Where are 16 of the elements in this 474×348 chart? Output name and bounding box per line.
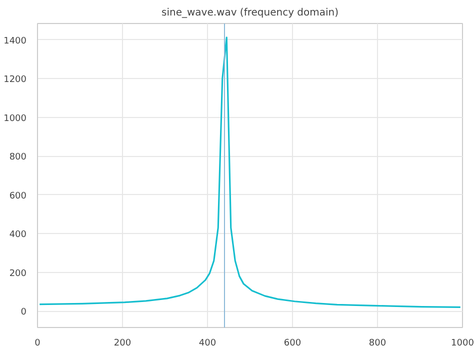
y-tick-label: 400 bbox=[9, 230, 27, 240]
chart-title: sine_wave.wav (frequency domain) bbox=[161, 8, 339, 18]
y-tick-label: 800 bbox=[9, 152, 27, 163]
y-tick-label: 1000 bbox=[4, 114, 27, 124]
y-tick-label: 600 bbox=[9, 191, 27, 202]
y-tick-label: 200 bbox=[9, 268, 27, 279]
x-tick-label: 600 bbox=[284, 338, 302, 348]
y-tick-label: 0 bbox=[20, 308, 27, 318]
x-tick-label: 400 bbox=[198, 338, 216, 348]
y-tick-label: 1200 bbox=[4, 75, 27, 86]
line-series bbox=[38, 36, 462, 308]
x-tick-label: 800 bbox=[368, 338, 386, 348]
x-tick-label: 1000 bbox=[451, 338, 474, 348]
x-tick-label: 0 bbox=[34, 338, 41, 348]
y-tick-label: 1400 bbox=[4, 36, 27, 46]
x-tick-label: 200 bbox=[114, 338, 132, 348]
